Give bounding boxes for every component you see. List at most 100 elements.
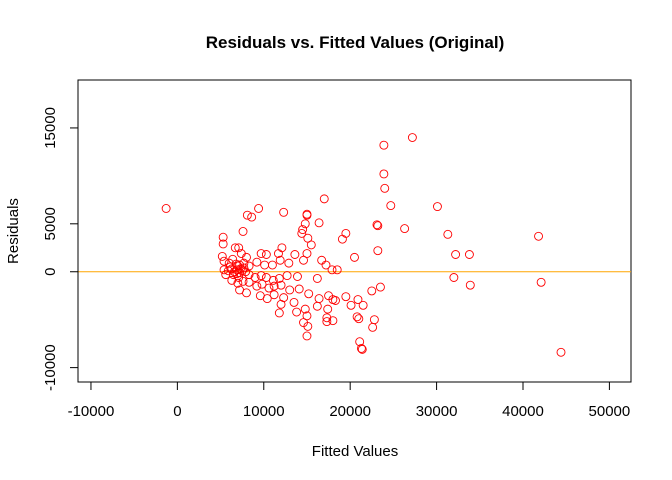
data-point [300, 219, 310, 229]
data-point [536, 277, 546, 287]
data-point [294, 284, 304, 294]
data-point [279, 293, 289, 303]
data-point [357, 344, 367, 354]
data-point [451, 250, 461, 259]
data-point [302, 331, 312, 341]
data-point [244, 277, 254, 287]
data-point [327, 265, 337, 275]
data-point [534, 231, 543, 241]
data-point [264, 283, 274, 293]
data-point [341, 228, 351, 238]
data-point [227, 264, 237, 274]
x-axis: -10000 0 10000 20000 30000 40000 50000 [68, 381, 631, 420]
data-point [284, 258, 294, 268]
data-point [299, 255, 308, 265]
data-point [314, 294, 324, 304]
data-point [358, 300, 368, 310]
data-point [252, 281, 262, 291]
data-point [303, 321, 313, 331]
data-point [443, 229, 453, 239]
y-tick-label: 5000 [42, 207, 59, 240]
data-point [379, 169, 389, 179]
data-point [254, 204, 264, 213]
data-point [289, 297, 299, 307]
data-point [218, 239, 228, 249]
data-point [228, 254, 238, 264]
data-point [293, 272, 302, 281]
data-point [275, 255, 285, 265]
data-point [407, 133, 417, 142]
data-point [262, 294, 272, 304]
x-axis-label: Fitted Values [312, 443, 398, 460]
data-point [242, 210, 252, 220]
data-point [323, 304, 333, 314]
data-point [219, 256, 229, 266]
data-point [350, 252, 359, 262]
x-tick-label: 0 [173, 403, 181, 420]
data-point [225, 262, 235, 272]
data-point [379, 140, 389, 150]
data-point [372, 220, 382, 230]
data-point [269, 281, 279, 291]
data-point [433, 202, 442, 212]
data-point [332, 265, 342, 275]
x-tick-label: 10000 [243, 403, 285, 420]
data-point [368, 322, 378, 332]
chart-title: Residuals vs. Fitted Values (Original) [206, 33, 505, 52]
data-point [161, 204, 171, 213]
data-point [355, 337, 365, 347]
y-tick-label: -10000 [42, 344, 59, 391]
data-point [306, 240, 316, 250]
data-point [465, 280, 475, 290]
y-axis: -10000 0 5000 15000 [42, 107, 79, 391]
data-point [261, 250, 271, 259]
data-point [268, 275, 278, 285]
data-point [282, 271, 292, 281]
x-tick-label: 50000 [589, 403, 631, 420]
data-point [242, 288, 251, 298]
data-point [276, 299, 286, 309]
data-point [233, 278, 243, 288]
data-point [260, 260, 270, 270]
data-point [274, 274, 284, 283]
data-point [297, 228, 307, 238]
data-point [312, 301, 322, 311]
data-point [341, 292, 351, 302]
x-tick-label: 30000 [416, 403, 458, 420]
data-point [337, 234, 347, 244]
data-point [269, 290, 279, 300]
data-point [449, 273, 459, 282]
data-point [298, 225, 308, 235]
data-point [367, 286, 377, 296]
data-point [279, 207, 289, 217]
data-point [302, 210, 312, 220]
data-point [464, 250, 474, 259]
data-point [242, 252, 251, 262]
data-point [346, 300, 356, 310]
data-point [247, 212, 257, 222]
data-point [386, 201, 396, 211]
data-point [356, 343, 366, 353]
y-tick-label: 0 [42, 268, 59, 276]
data-point [230, 243, 240, 253]
data-point [229, 270, 238, 280]
data-point [304, 289, 314, 299]
data-point [234, 243, 244, 253]
data-point [400, 224, 410, 234]
data-point [380, 183, 390, 193]
data-point [290, 250, 300, 259]
data-point [257, 279, 267, 289]
data-point [373, 246, 383, 256]
data-point [277, 243, 287, 253]
data-point [239, 263, 249, 273]
data-point [369, 315, 379, 325]
data-point [300, 304, 310, 314]
data-point [321, 260, 331, 270]
data-point [285, 285, 295, 295]
data-point [317, 255, 327, 265]
data-point [256, 271, 266, 281]
data-point [314, 218, 324, 228]
data-point [256, 249, 266, 258]
data-point [373, 221, 383, 231]
